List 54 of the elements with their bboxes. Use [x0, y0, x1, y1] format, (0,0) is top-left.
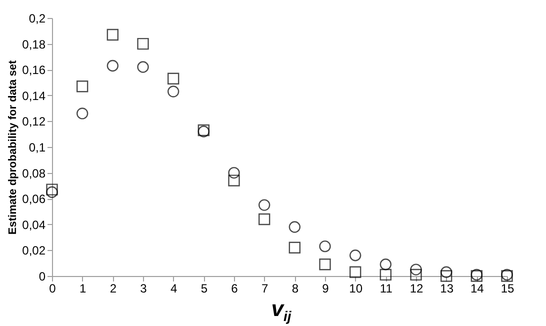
point	[228, 174, 240, 186]
y-tick-label: 0,14	[22, 88, 46, 103]
point	[46, 184, 58, 196]
point	[380, 258, 392, 270]
point	[380, 268, 392, 281]
x-tick-label: 4	[170, 282, 178, 296]
y-axis-title: Estimate dprobability for data set	[7, 60, 20, 235]
y-tick-label: 0,08	[22, 166, 46, 180]
point	[288, 221, 301, 233]
point	[228, 166, 240, 179]
x-tick-label: 6	[231, 282, 238, 296]
x-tick-label: 12	[410, 282, 424, 296]
x-tick-label: 5	[200, 282, 208, 296]
point	[349, 250, 362, 262]
y-tick-label: 0,16	[22, 63, 46, 78]
point	[440, 270, 452, 282]
y-tick-label: 0,18	[22, 37, 46, 52]
x-tick-label: 8	[292, 282, 299, 296]
point	[106, 28, 119, 41]
x-tick-label: 11	[380, 282, 393, 296]
x-tick-label: 9	[322, 282, 330, 296]
y-tick-label: 0,12	[22, 114, 46, 129]
x-tick-label: 2	[110, 282, 117, 296]
y-tick-label: 0,1	[28, 140, 46, 154]
y-tick-label: 0,04	[22, 218, 46, 232]
y-tick-label: 0,06	[22, 192, 46, 206]
point	[319, 240, 331, 252]
point	[410, 264, 422, 276]
point	[258, 199, 270, 211]
x-tick-label: 7	[261, 282, 268, 296]
y-tick-label: 0,02	[22, 244, 46, 258]
point	[76, 80, 88, 92]
x-tick-label: 13	[440, 282, 454, 296]
point	[258, 213, 270, 226]
x-tick-label: 1	[79, 282, 86, 296]
x-tick-label: 15	[500, 282, 514, 296]
y-tick-label: 0,2	[28, 12, 46, 26]
point	[137, 61, 149, 73]
point	[167, 72, 180, 84]
x-tick-label: 3	[140, 282, 148, 296]
y-tick-label: 0	[38, 270, 46, 284]
point	[137, 38, 149, 50]
point	[76, 108, 88, 120]
point	[46, 186, 58, 198]
point	[167, 86, 180, 98]
point	[319, 258, 331, 270]
point	[288, 242, 301, 254]
point	[349, 266, 362, 278]
point	[410, 268, 422, 281]
x-tick-label: 14	[470, 282, 484, 296]
point	[440, 266, 452, 278]
x-tick-label: 10	[349, 282, 363, 296]
x-tick-label: 0	[49, 282, 56, 296]
point	[106, 60, 119, 72]
